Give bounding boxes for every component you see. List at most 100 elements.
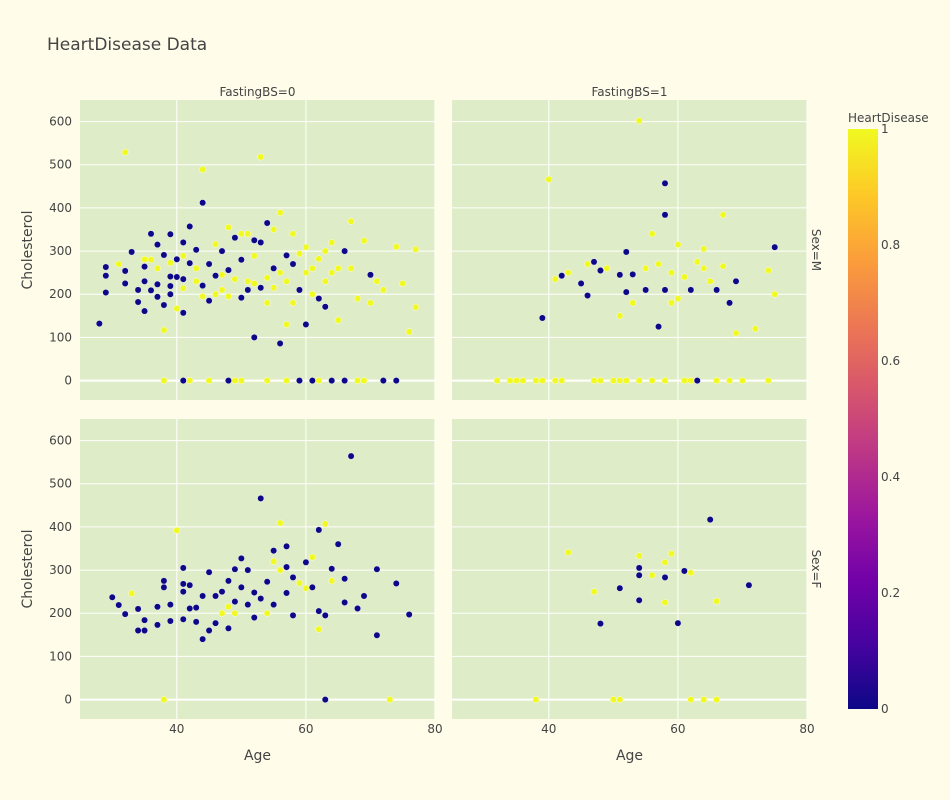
data-point [302, 584, 310, 592]
data-point [154, 621, 161, 629]
data-point [276, 340, 284, 347]
data-point [218, 588, 226, 596]
data-point [270, 601, 278, 609]
data-point [212, 619, 219, 627]
data-point [635, 552, 643, 560]
data-point [622, 288, 630, 296]
data-point [199, 199, 207, 207]
data-point [693, 258, 701, 266]
data-point [739, 377, 746, 384]
data-point [545, 176, 553, 183]
data-point [622, 377, 630, 384]
facet-row-label: Sex=M [809, 229, 823, 271]
data-point [700, 264, 708, 272]
data-point [289, 574, 297, 581]
data-point [205, 568, 213, 576]
data-point [328, 577, 336, 585]
data-point [315, 255, 323, 263]
data-point [121, 610, 129, 618]
data-point [412, 303, 420, 311]
data-point [597, 620, 604, 628]
data-point [558, 272, 566, 280]
data-point [506, 377, 514, 384]
data-point [680, 273, 688, 281]
data-point [134, 627, 142, 634]
data-point [160, 577, 168, 585]
data-point [700, 245, 708, 253]
y-tick-label: 500 [49, 158, 72, 172]
data-point [237, 583, 245, 591]
data-point [341, 599, 349, 606]
data-point [166, 230, 174, 238]
data-point [141, 277, 148, 285]
colorbar-tick-label: 0.6 [881, 354, 900, 368]
data-point [250, 589, 258, 596]
data-point [141, 307, 148, 315]
data-point [231, 377, 239, 384]
data-point [354, 605, 361, 612]
x-tick-label: 60 [670, 722, 685, 736]
data-point [532, 377, 540, 384]
data-point [577, 280, 585, 287]
data-point [231, 275, 239, 283]
data-point [250, 614, 258, 621]
data-point [231, 609, 239, 617]
data-point [321, 520, 329, 528]
data-point [166, 282, 174, 290]
data-point [283, 321, 290, 328]
data-point [244, 230, 252, 238]
data-point [160, 377, 168, 384]
data-point [680, 567, 688, 575]
data-point [186, 223, 194, 230]
plot-panel-background [452, 100, 807, 400]
data-point [551, 377, 559, 384]
data-point [166, 290, 174, 298]
data-point [674, 241, 682, 249]
data-point [160, 696, 168, 703]
data-point [661, 286, 669, 294]
data-point [250, 280, 258, 287]
data-point [661, 558, 669, 566]
data-point [166, 259, 174, 267]
data-point [205, 260, 213, 268]
data-point [687, 696, 695, 703]
plot-panel-background [80, 419, 435, 719]
data-point [289, 612, 297, 619]
colorbar [848, 129, 878, 709]
y-tick-label: 200 [49, 287, 72, 301]
data-point [166, 617, 174, 625]
data-point [179, 588, 187, 596]
data-point [513, 377, 520, 384]
data-point [616, 377, 624, 384]
colorbar-tick-label: 0.8 [881, 238, 900, 252]
data-point [270, 547, 278, 555]
data-point [115, 601, 123, 609]
data-point [192, 618, 200, 626]
data-point [296, 286, 303, 294]
data-point [616, 584, 624, 592]
data-point [308, 553, 316, 561]
data-point [154, 264, 161, 272]
y-tick-label: 300 [49, 563, 72, 577]
data-point [121, 148, 129, 156]
data-point [713, 377, 721, 384]
data-point [186, 377, 194, 384]
data-point [199, 635, 207, 643]
data-point [160, 583, 168, 591]
data-point [154, 293, 161, 301]
data-point [115, 260, 123, 268]
data-point [347, 452, 355, 460]
x-axis-title: Age [616, 748, 643, 764]
data-point [713, 597, 721, 605]
data-point [693, 377, 701, 384]
data-point [276, 209, 284, 217]
x-tick-label: 40 [541, 722, 556, 736]
data-point [289, 230, 297, 238]
data-point [399, 280, 407, 287]
data-point [590, 377, 598, 384]
data-point [616, 312, 624, 320]
data-point [661, 179, 669, 187]
data-point [289, 260, 297, 268]
data-point [661, 599, 669, 606]
